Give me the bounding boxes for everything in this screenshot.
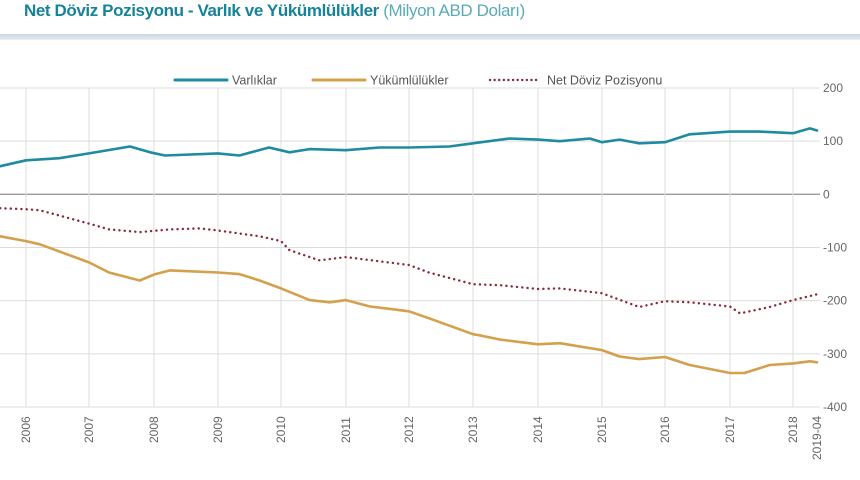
x-tick-label: 2010 [274, 416, 288, 443]
x-tick-label: 2012 [402, 416, 416, 443]
title-divider [0, 34, 860, 40]
x-tick-label: 2011 [339, 417, 353, 443]
chart-title-main: Net Döviz Pozisyonu - Varlık ve Yükümlül… [24, 1, 379, 20]
x-tick-label: 2015 [595, 416, 609, 443]
x-tick-label: 2007 [82, 416, 96, 443]
legend-label: Yükümlülükler [370, 74, 449, 88]
x-tick-label: 2013 [466, 416, 480, 443]
y-tick-label: -300 [823, 347, 847, 361]
x-tick-label: 2014 [531, 416, 545, 443]
y-tick-label: 0 [823, 187, 830, 201]
chart-title-unit: (Milyon ABD Doları) [383, 1, 525, 20]
legend-label: Varlıklar [232, 74, 277, 88]
y-tick-label: -400 [823, 400, 847, 414]
y-tick-label: 200 [823, 81, 843, 95]
y-tick-label: -100 [823, 241, 847, 255]
x-tick-label: 2018 [786, 416, 800, 443]
chart-title: Net Döviz Pozisyonu - Varlık ve Yükümlül… [24, 1, 525, 21]
x-tick-label: 2009 [211, 416, 225, 443]
y-tick-label: -200 [823, 294, 847, 308]
legend-label: Net Döviz Pozisyonu [547, 74, 662, 88]
y-tick-label: 100 [823, 134, 843, 148]
x-tick-label: 2006 [19, 416, 33, 443]
series-line-1 [0, 235, 819, 375]
x-tick-label: 2017 [723, 416, 737, 443]
series-line-2 [0, 206, 819, 315]
x-tick-label: 2019-04 [810, 416, 824, 460]
series-line-0 [0, 127, 819, 168]
x-tick-label: 2016 [658, 416, 672, 443]
x-tick-label: 2008 [147, 416, 161, 443]
